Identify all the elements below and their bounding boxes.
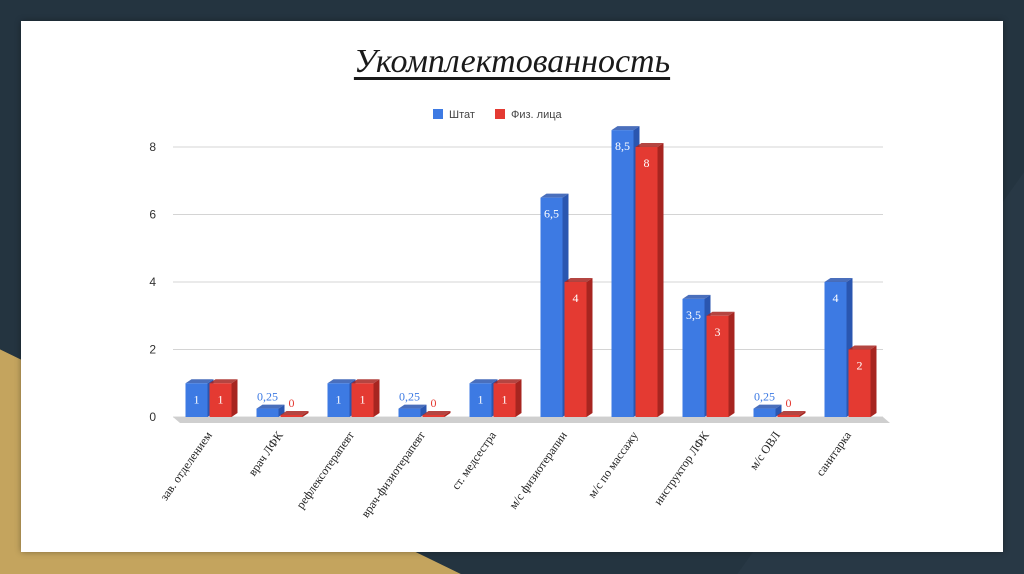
bar-fiz-litsa: [564, 282, 587, 417]
bar-value-label: 2: [857, 359, 863, 373]
x-axis: зав. отделением врач ЛФК рефлексотерапевт в…: [157, 428, 854, 520]
x-category-label: врач ЛФК: [245, 428, 286, 479]
legend-label: Физ. лица: [511, 109, 563, 121]
bar-top: [753, 404, 782, 409]
bar-side: [799, 411, 806, 417]
bar-value-label: 1: [478, 392, 484, 406]
bar-top: [540, 193, 569, 198]
bar-top: [706, 311, 735, 316]
bar-shtat: [398, 408, 421, 417]
bar-shtat: [753, 408, 776, 417]
y-tick-label: 6: [149, 208, 156, 222]
bar-shtat: [327, 383, 350, 417]
bar-side: [373, 379, 380, 417]
bar-top: [422, 411, 451, 415]
x-category-label: м/с ОВЛ: [746, 429, 782, 473]
bar-fiz-litsa: [777, 415, 800, 417]
y-tick-label: 0: [149, 410, 156, 424]
bar-top: [327, 379, 356, 384]
bar-value-label: 0,25: [399, 390, 420, 404]
bar-top: [256, 404, 285, 409]
bar-value-label: 3,5: [686, 308, 701, 322]
legend-swatch: [495, 109, 505, 119]
bar-value-label: 1: [360, 392, 366, 406]
bar-top: [611, 126, 640, 131]
bar-shtat: [469, 383, 492, 417]
bar-value-label: 8,5: [615, 139, 630, 153]
bar-top: [469, 379, 498, 384]
bar-fiz-litsa: [422, 415, 445, 417]
bar-top: [848, 345, 877, 350]
bar-fiz-litsa: [351, 383, 374, 417]
bar-side: [657, 143, 664, 417]
bar-top: [209, 379, 238, 384]
x-category-label: зав. отделением: [157, 428, 215, 503]
bar-side: [728, 311, 735, 417]
bar-shtat: [611, 130, 634, 417]
x-category-label: м/с по массажу: [585, 429, 641, 501]
bar-fiz-litsa: [280, 415, 303, 417]
bar-top: [777, 411, 806, 415]
bar-side: [870, 345, 877, 417]
chart-legend: Штат Физ. лица: [433, 109, 563, 121]
x-category-label: рефлексотерапевт: [293, 428, 357, 511]
bar-fiz-litsa: [635, 147, 658, 417]
bar-value-label: 3: [715, 325, 721, 339]
bar-value-label: 1: [336, 392, 342, 406]
bar-top: [185, 379, 214, 384]
x-category-label: инструктор ЛФК: [651, 428, 713, 508]
legend-swatch: [433, 109, 443, 119]
bar-shtat: [682, 298, 705, 417]
bar-fiz-litsa: [706, 315, 729, 417]
y-tick-label: 4: [149, 275, 156, 289]
slide-title: Укомплектованность: [353, 43, 671, 80]
slide: Укомплектованность Штат Физ. лица 0 2 4 6 8 1…: [21, 21, 1003, 552]
bar-side: [444, 411, 451, 417]
bar-top: [635, 143, 664, 147]
x-category-label: санитарка: [813, 428, 854, 479]
bar-top: [682, 294, 711, 299]
bar-shtat: [540, 197, 563, 417]
x-category-label: врач-физиотерапевт: [358, 428, 428, 520]
bar-value-label: 1: [218, 392, 224, 406]
chart-grid: [173, 146, 883, 418]
x-category-label: ст. медсестра: [449, 428, 500, 492]
bar-value-label: 6,5: [544, 207, 559, 221]
chart-floor: [173, 417, 890, 423]
bar-value-label: 4: [573, 291, 579, 305]
bar-fiz-litsa: [209, 383, 232, 417]
bar-value-label: 1: [502, 392, 508, 406]
x-category-label: м/с физиотерапии: [506, 428, 570, 511]
bar-value-label: 0: [431, 396, 437, 410]
bar-value-label: 0,25: [754, 390, 775, 404]
bar-top: [398, 404, 427, 409]
bar-shtat: [185, 383, 208, 417]
bar-top: [493, 379, 522, 384]
bar-fiz-litsa: [848, 349, 871, 417]
bar-side: [231, 379, 238, 417]
bar-fiz-litsa: [493, 383, 516, 417]
bar-value-label: 4: [833, 291, 839, 305]
bar-value-label: 0: [289, 396, 295, 410]
bar-value-label: 0,25: [257, 390, 278, 404]
bar-top: [564, 278, 593, 282]
bar-top: [351, 379, 380, 384]
bar-top: [280, 411, 309, 415]
bar-chart: Штат Физ. лица 0 2 4 6 8 1 0,25 1 0,25 1 6,5 8,5 3,5…: [149, 109, 890, 520]
bar-shtat: [824, 282, 847, 417]
bar-side: [586, 278, 593, 417]
bar-value-label: 1: [194, 392, 200, 406]
bar-side: [515, 379, 522, 417]
y-axis: 0 2 4 6 8: [149, 140, 156, 424]
legend-label: Штат: [449, 109, 475, 121]
y-tick-label: 8: [149, 140, 156, 154]
chart-bars: 1 0,25 1 0,25 1 6,5 8,5 3,5 0,25 4 1 0 1 0 1 4 8 3 0 2: [173, 126, 890, 423]
bar-top: [824, 278, 853, 282]
y-tick-label: 2: [149, 343, 156, 357]
bar-value-label: 0: [786, 396, 792, 410]
bar-side: [302, 411, 309, 417]
bar-value-label: 8: [644, 156, 650, 170]
bar-shtat: [256, 408, 279, 417]
